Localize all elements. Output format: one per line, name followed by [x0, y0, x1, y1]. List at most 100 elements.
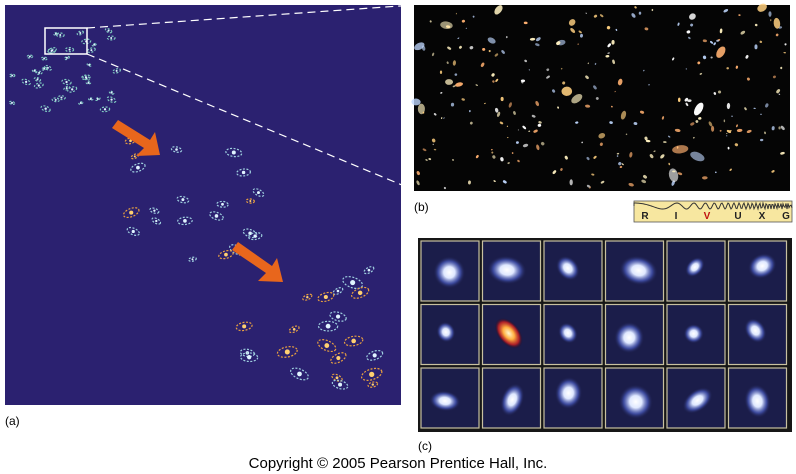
star — [620, 110, 627, 120]
star — [561, 86, 573, 96]
star — [677, 172, 683, 176]
star — [586, 184, 591, 188]
galaxy — [78, 101, 84, 105]
arrow — [112, 120, 160, 156]
galaxy — [95, 96, 101, 102]
galaxy-image — [685, 256, 705, 278]
star — [644, 136, 648, 141]
star — [511, 152, 514, 154]
star — [715, 171, 717, 174]
star — [685, 102, 689, 107]
star — [729, 168, 732, 171]
galaxy — [51, 97, 60, 103]
star — [723, 119, 726, 123]
star — [580, 33, 583, 38]
zoom-box — [44, 27, 88, 55]
galaxy-core — [129, 139, 132, 143]
star — [535, 43, 540, 47]
star — [634, 6, 637, 9]
star — [731, 115, 733, 117]
star — [429, 20, 432, 23]
galaxy — [57, 95, 66, 101]
star — [692, 136, 695, 139]
galaxy-image — [618, 384, 654, 420]
star — [538, 121, 542, 124]
star — [417, 103, 425, 115]
panel-label: (c) — [418, 439, 432, 453]
galaxy-core — [110, 98, 113, 101]
star — [494, 5, 503, 15]
star — [560, 168, 563, 171]
galaxy-image — [682, 387, 713, 414]
star — [500, 96, 504, 102]
star — [421, 45, 426, 51]
star — [455, 82, 463, 87]
star — [754, 23, 758, 27]
galaxy-core — [231, 150, 236, 155]
star — [765, 103, 769, 108]
star — [461, 19, 466, 23]
galaxy-core — [50, 49, 53, 52]
galaxy-core — [79, 31, 82, 34]
galaxy — [64, 55, 70, 61]
deep-field — [411, 3, 787, 190]
star — [672, 170, 676, 173]
star — [719, 129, 722, 132]
star — [726, 132, 728, 135]
star — [615, 28, 618, 31]
star — [754, 44, 758, 50]
star — [702, 176, 708, 180]
star — [775, 33, 779, 37]
galaxy-core — [43, 57, 46, 60]
galaxy-image — [744, 318, 767, 344]
star — [578, 30, 582, 34]
galaxy-core — [96, 97, 99, 100]
star — [439, 70, 443, 74]
galaxy-core — [181, 198, 185, 202]
star — [744, 107, 747, 111]
galaxy-core — [357, 290, 363, 296]
star — [587, 62, 589, 65]
galaxy — [151, 217, 162, 225]
galaxy — [367, 381, 379, 388]
star — [499, 121, 504, 125]
galaxy — [331, 379, 349, 390]
galaxy-core — [11, 101, 14, 104]
galaxy-core — [24, 80, 28, 84]
star — [546, 68, 550, 72]
star — [469, 46, 474, 50]
star — [589, 186, 592, 189]
star — [672, 145, 689, 154]
galaxy — [331, 373, 343, 382]
galaxy-image — [494, 318, 523, 349]
star — [726, 129, 732, 134]
star — [560, 67, 563, 70]
star — [585, 104, 591, 108]
star — [523, 21, 528, 25]
star — [556, 41, 561, 46]
star — [713, 92, 717, 95]
galaxy — [86, 47, 96, 54]
star — [482, 48, 486, 51]
star — [502, 180, 507, 184]
star — [517, 159, 520, 163]
star — [727, 146, 730, 150]
galaxy — [33, 82, 44, 89]
galaxy-core — [79, 101, 82, 104]
galaxy — [88, 97, 94, 101]
star — [697, 61, 701, 65]
galaxy — [276, 346, 298, 358]
star — [455, 12, 457, 15]
galaxy-core — [371, 383, 375, 386]
star — [711, 125, 715, 132]
galaxy — [216, 200, 229, 208]
star — [535, 100, 540, 107]
star — [616, 155, 619, 157]
galaxy — [64, 46, 75, 53]
galaxy — [104, 27, 113, 34]
galaxy-core — [253, 234, 257, 238]
panel-b — [414, 5, 790, 191]
star — [605, 54, 610, 58]
star — [500, 157, 504, 162]
galaxy-core — [323, 294, 328, 300]
